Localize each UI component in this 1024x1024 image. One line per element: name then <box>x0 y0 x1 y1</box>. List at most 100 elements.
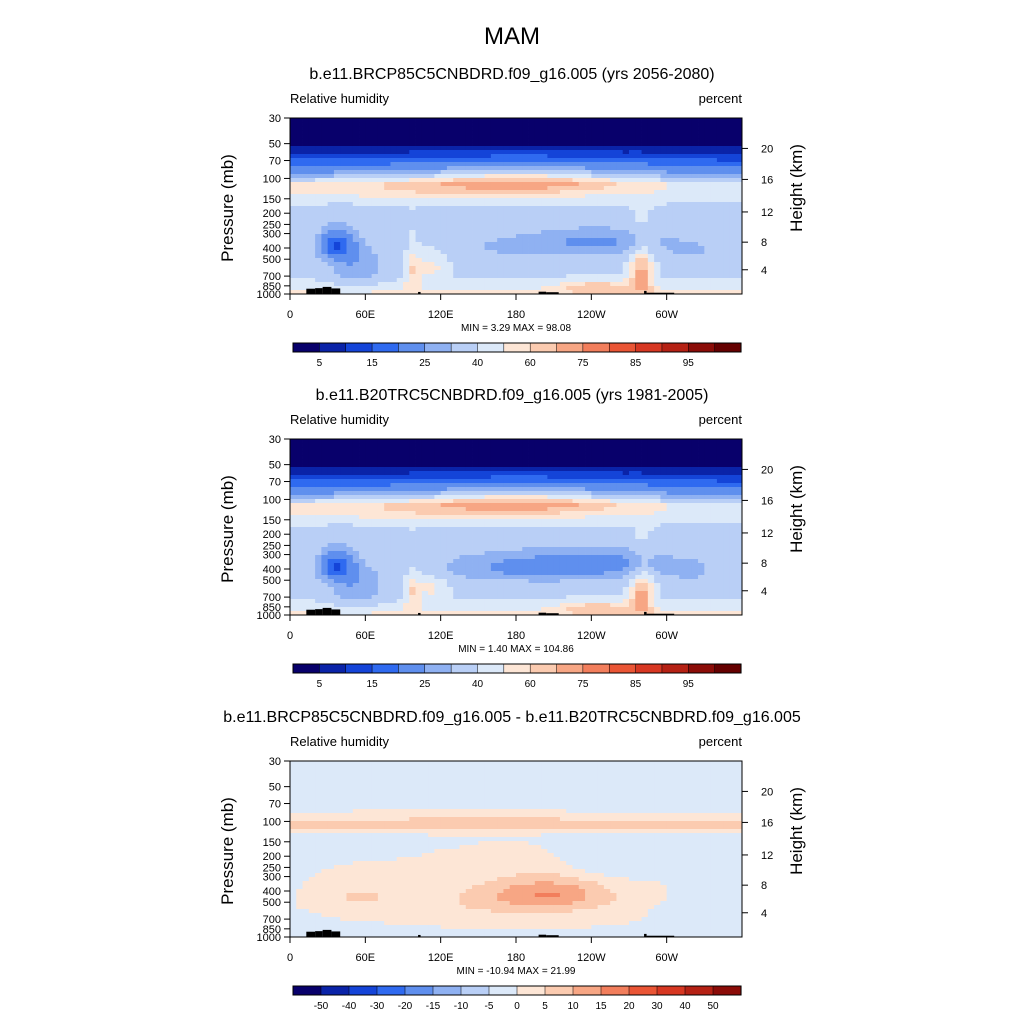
heatmap-cell <box>359 495 366 500</box>
heatmap-cell <box>302 503 310 508</box>
heatmap-cell <box>472 270 479 275</box>
heatmap-cell <box>622 262 630 267</box>
heatmap-cell <box>340 503 347 508</box>
heatmap-cell <box>723 507 730 512</box>
heatmap-cell <box>302 234 310 239</box>
heatmap-cell <box>541 178 548 183</box>
heatmap-cell <box>484 443 492 448</box>
heatmap-cell <box>603 262 611 267</box>
heatmap-cell <box>446 531 454 536</box>
heatmap-cell <box>647 475 655 480</box>
heatmap-cell <box>666 130 674 135</box>
heatmap-cell <box>459 118 467 123</box>
heatmap-cell <box>484 166 492 171</box>
heatmap-cell <box>566 483 573 488</box>
heatmap-cell <box>641 282 649 287</box>
y-tick-label: 200 <box>263 208 281 220</box>
heatmap-cell <box>371 238 379 243</box>
heatmap-cell <box>321 507 329 512</box>
heatmap-cell <box>591 154 599 159</box>
heatmap-cell <box>478 122 486 127</box>
heatmap-cell <box>660 266 668 271</box>
heatmap-cell <box>434 467 442 472</box>
heatmap-cell <box>660 174 668 179</box>
heatmap-cell <box>528 270 536 275</box>
heatmap-cell <box>465 142 473 147</box>
heatmap-cell <box>440 467 448 472</box>
heatmap-cell <box>459 206 467 211</box>
heatmap-cell <box>490 495 498 500</box>
heatmap-cell <box>716 162 724 167</box>
heatmap-cell <box>403 503 410 508</box>
heatmap-cell <box>597 479 605 484</box>
heatmap-cell <box>453 138 460 143</box>
heatmap-cell <box>735 290 743 295</box>
heatmap-cell <box>371 278 379 283</box>
heatmap-cell <box>553 214 561 219</box>
heatmap-cell <box>641 519 649 524</box>
heatmap-cell <box>559 262 567 267</box>
heatmap-cell <box>534 475 542 480</box>
heatmap-cell <box>453 150 460 155</box>
heatmap-cell <box>585 274 592 279</box>
heatmap-cell <box>698 194 705 199</box>
heatmap-cell <box>522 206 529 211</box>
heatmap-cell <box>528 202 536 207</box>
heatmap-cell <box>654 479 661 484</box>
heatmap-cell <box>516 234 523 239</box>
heatmap-cell <box>591 134 599 139</box>
heatmap-cell <box>421 198 429 203</box>
heatmap-cell <box>352 162 360 167</box>
heatmap-cell <box>384 523 391 528</box>
heatmap-cell <box>409 523 416 528</box>
heatmap-cell <box>679 154 686 159</box>
heatmap-cell <box>403 222 410 227</box>
heatmap-cell <box>591 467 599 472</box>
heatmap-cell <box>578 290 586 295</box>
heatmap-cell <box>679 134 686 139</box>
heatmap-cell <box>591 511 599 516</box>
heatmap-cell <box>572 495 580 500</box>
heatmap-cell <box>603 527 611 532</box>
heatmap-cell <box>434 507 442 512</box>
heatmap-cell <box>434 491 442 496</box>
heatmap-cell <box>497 122 504 127</box>
heatmap-cell <box>453 475 460 480</box>
heatmap-cell <box>315 475 322 480</box>
heatmap-cell <box>578 206 586 211</box>
heatmap-cell <box>691 154 699 159</box>
heatmap-cell <box>409 222 416 227</box>
heatmap-cell <box>691 146 699 151</box>
heatmap-cell <box>716 523 724 528</box>
heatmap-cell <box>647 507 655 512</box>
heatmap-cell <box>396 270 404 275</box>
heatmap-cell <box>522 138 529 143</box>
heatmap-cell <box>396 471 404 476</box>
heatmap-cell <box>333 218 341 223</box>
heatmap-cell <box>666 258 674 263</box>
heatmap-cell <box>359 218 366 223</box>
heatmap-cell <box>516 495 523 500</box>
heatmap-cell <box>597 182 605 187</box>
heatmap-cell <box>302 162 310 167</box>
heatmap-cell <box>585 487 592 492</box>
heatmap-cell <box>453 467 460 472</box>
heatmap-cell <box>541 274 548 279</box>
heatmap-cell <box>541 475 548 480</box>
heatmap-cell <box>578 142 586 147</box>
heatmap-cell <box>377 206 385 211</box>
heatmap-cell <box>553 286 561 291</box>
heatmap-cell <box>327 459 335 464</box>
heatmap-cell <box>428 483 435 488</box>
heatmap-cell <box>647 519 655 524</box>
heatmap-cell <box>490 286 498 291</box>
heatmap-cell <box>484 487 492 492</box>
heatmap-cell <box>503 282 511 287</box>
heatmap-cell <box>315 527 322 532</box>
heatmap-cell <box>641 118 649 123</box>
heatmap-cell <box>534 194 542 199</box>
heatmap-cell <box>396 262 404 267</box>
heatmap-cell <box>622 523 630 528</box>
heatmap-cell <box>409 122 416 127</box>
heatmap-cell <box>484 467 492 472</box>
